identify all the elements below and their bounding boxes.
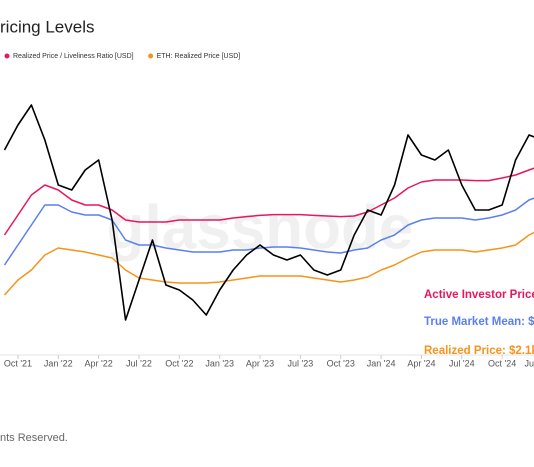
annotation: True Market Mean: $ <box>424 316 534 328</box>
x-tick-label: Jul '23 <box>288 358 314 368</box>
annotation: Active Investor Price <box>424 289 534 301</box>
x-tick-label: Ju <box>524 358 534 368</box>
x-tick-label: Jan '22 <box>44 358 73 368</box>
legend-marker <box>148 54 153 59</box>
annotations: Active Investor Price True Market Mean: $… <box>424 289 534 357</box>
legend-label: ETH: Realized Price [USD] <box>157 53 241 60</box>
x-tick-label: Oct '24 <box>488 358 516 368</box>
footer: nts Reserved. <box>0 432 68 444</box>
legend: Realized Price / Liveliness Ratio [USD] E… <box>5 53 241 60</box>
chart-title: ricing Levels <box>0 17 95 36</box>
x-tick-label: Apr '24 <box>407 358 435 368</box>
x-tick-label: Jan '24 <box>367 358 396 368</box>
x-tick-label: Apr '23 <box>246 358 274 368</box>
x-tick-label: Jan '23 <box>205 358 234 368</box>
legend-label: Realized Price / Liveliness Ratio [USD] <box>13 53 134 60</box>
x-tick-label: Oct '22 <box>165 358 193 368</box>
x-tick-label: Oct '21 <box>4 358 32 368</box>
x-tick-label: Jul '22 <box>126 358 152 368</box>
annotation: Realized Price: $2.1k <box>424 345 534 357</box>
legend-marker <box>5 54 10 59</box>
watermark: glassnode <box>107 193 414 262</box>
x-tick-label: Jul '24 <box>449 358 475 368</box>
x-tick-label: Apr '22 <box>85 358 113 368</box>
x-tick-label: Oct '23 <box>327 358 355 368</box>
